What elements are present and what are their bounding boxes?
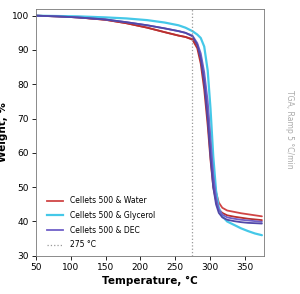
Y-axis label: Weight, %: Weight, % [0, 102, 8, 162]
Legend: Cellets 500 & Water, Cellets 500 & Glycerol, Cellets 500 & DEC, 275 °C: Cellets 500 & Water, Cellets 500 & Glyce… [47, 196, 155, 250]
X-axis label: Temperature, °C: Temperature, °C [102, 276, 198, 286]
Text: TGA, Ramp 5 °C/min: TGA, Ramp 5 °C/min [285, 90, 294, 169]
